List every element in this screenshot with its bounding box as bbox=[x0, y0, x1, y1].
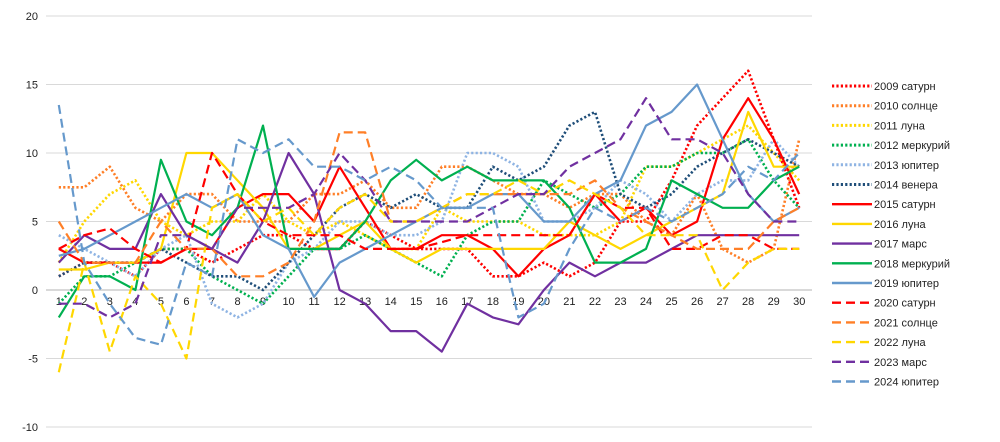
gridlines bbox=[46, 15, 812, 428]
x-tick-label: 18 bbox=[487, 296, 499, 308]
y-tick-label: 10 bbox=[26, 148, 38, 160]
legend-item-8: 2016 луна bbox=[832, 219, 927, 231]
y-tick-label: 5 bbox=[32, 217, 38, 229]
legend-item-12: 2020 сатурн bbox=[832, 298, 936, 310]
y-tick-label: 0 bbox=[32, 285, 38, 297]
x-axis: 1 2 3 4 5 6 7 8 9 10 11 12 13 14 15 16 17 18 19 20 21 22 23 24 2… bbox=[56, 296, 806, 308]
x-tick-label: 13 bbox=[359, 296, 371, 308]
legend-item-13: 2021 солнце bbox=[832, 317, 938, 329]
legend-item-7: 2015 сатурн bbox=[832, 199, 936, 211]
legend-label: 2012 меркурий bbox=[874, 140, 950, 152]
legend: 2009 сатурн 2010 солнце 2011 луна 2012 мерк… bbox=[832, 81, 950, 389]
x-tick-label: 12 bbox=[334, 296, 346, 308]
x-tick-label: 14 bbox=[385, 296, 397, 308]
series-line-5 bbox=[58, 138, 801, 319]
legend-label: 2017 марс bbox=[874, 239, 927, 251]
legend-item-1: 2009 сатурн bbox=[832, 81, 936, 93]
x-tick-label: 30 bbox=[793, 296, 805, 308]
legend-label: 2024 юпитер bbox=[874, 377, 939, 389]
x-tick-label: 11 bbox=[308, 296, 319, 308]
legend-label: 2022 луна bbox=[874, 337, 927, 349]
legend-label: 2011 луна bbox=[874, 120, 926, 132]
series-line-9 bbox=[57, 151, 800, 353]
series-line-14 bbox=[57, 179, 800, 373]
legend-label: 2010 солнце bbox=[874, 101, 938, 113]
x-tick-label: 26 bbox=[691, 296, 703, 308]
series-line-12 bbox=[58, 151, 800, 264]
legend-label: 2014 венера bbox=[874, 180, 939, 192]
y-axis: -10 -5 0 5 10 15 20 bbox=[22, 11, 38, 434]
x-tick-label: 21 bbox=[563, 296, 575, 308]
legend-label: 2016 луна bbox=[874, 219, 927, 231]
x-tick-label: 29 bbox=[768, 296, 780, 308]
legend-item-3: 2011 луна bbox=[832, 120, 926, 132]
legend-item-15: 2023 марс bbox=[832, 357, 927, 369]
legend-label: 2021 солнце bbox=[874, 317, 938, 329]
legend-label: 2009 сатурн bbox=[874, 81, 936, 93]
series-line-10 bbox=[57, 124, 800, 318]
series-line-11 bbox=[58, 83, 800, 298]
x-tick-label: 25 bbox=[665, 296, 677, 308]
x-tick-label: 24 bbox=[640, 296, 652, 308]
y-tick-label: -10 bbox=[22, 422, 38, 434]
x-tick-label: 23 bbox=[614, 296, 626, 308]
series-line-6 bbox=[58, 110, 800, 292]
x-tick-label: 22 bbox=[589, 296, 601, 308]
legend-item-2: 2010 солнце bbox=[832, 101, 938, 113]
legend-item-10: 2018 меркурий bbox=[832, 258, 950, 270]
legend-label: 2020 сатурн bbox=[874, 298, 936, 310]
legend-item-9: 2017 марс bbox=[832, 239, 927, 251]
x-tick-label: 6 bbox=[183, 296, 189, 308]
plot-area bbox=[57, 69, 801, 373]
legend-item-11: 2019 юпитер bbox=[832, 278, 939, 290]
series-line-2 bbox=[58, 139, 801, 264]
y-tick-label: 15 bbox=[26, 80, 38, 92]
legend-label: 2013 юпитер bbox=[874, 160, 939, 172]
legend-item-4: 2012 меркурий bbox=[832, 140, 950, 152]
x-tick-label: 28 bbox=[742, 296, 754, 308]
legend-label: 2018 меркурий bbox=[874, 258, 950, 270]
legend-item-5: 2013 юпитер bbox=[832, 160, 939, 172]
x-tick-label: 8 bbox=[234, 296, 240, 308]
legend-item-14: 2022 луна bbox=[832, 337, 927, 349]
y-tick-label: -5 bbox=[28, 354, 38, 366]
series-line-16 bbox=[57, 104, 801, 346]
x-tick-label: 5 bbox=[158, 296, 164, 308]
x-tick-label: 10 bbox=[282, 296, 294, 308]
y-tick-label: 20 bbox=[26, 11, 38, 23]
series-line-4 bbox=[57, 138, 801, 306]
x-tick-label: 2 bbox=[81, 296, 87, 308]
legend-item-16: 2024 юпитер bbox=[832, 377, 939, 389]
legend-label: 2019 юпитер bbox=[874, 278, 939, 290]
x-tick-label: 27 bbox=[717, 296, 729, 308]
x-tick-label: 15 bbox=[410, 296, 422, 308]
x-tick-label: 16 bbox=[436, 296, 448, 308]
legend-label: 2015 сатурн bbox=[874, 199, 936, 211]
x-tick-label: 3 bbox=[107, 296, 113, 308]
legend-label: 2023 марс bbox=[874, 357, 927, 369]
legend-item-6: 2014 венера bbox=[832, 180, 939, 192]
series-line-15 bbox=[58, 97, 800, 319]
